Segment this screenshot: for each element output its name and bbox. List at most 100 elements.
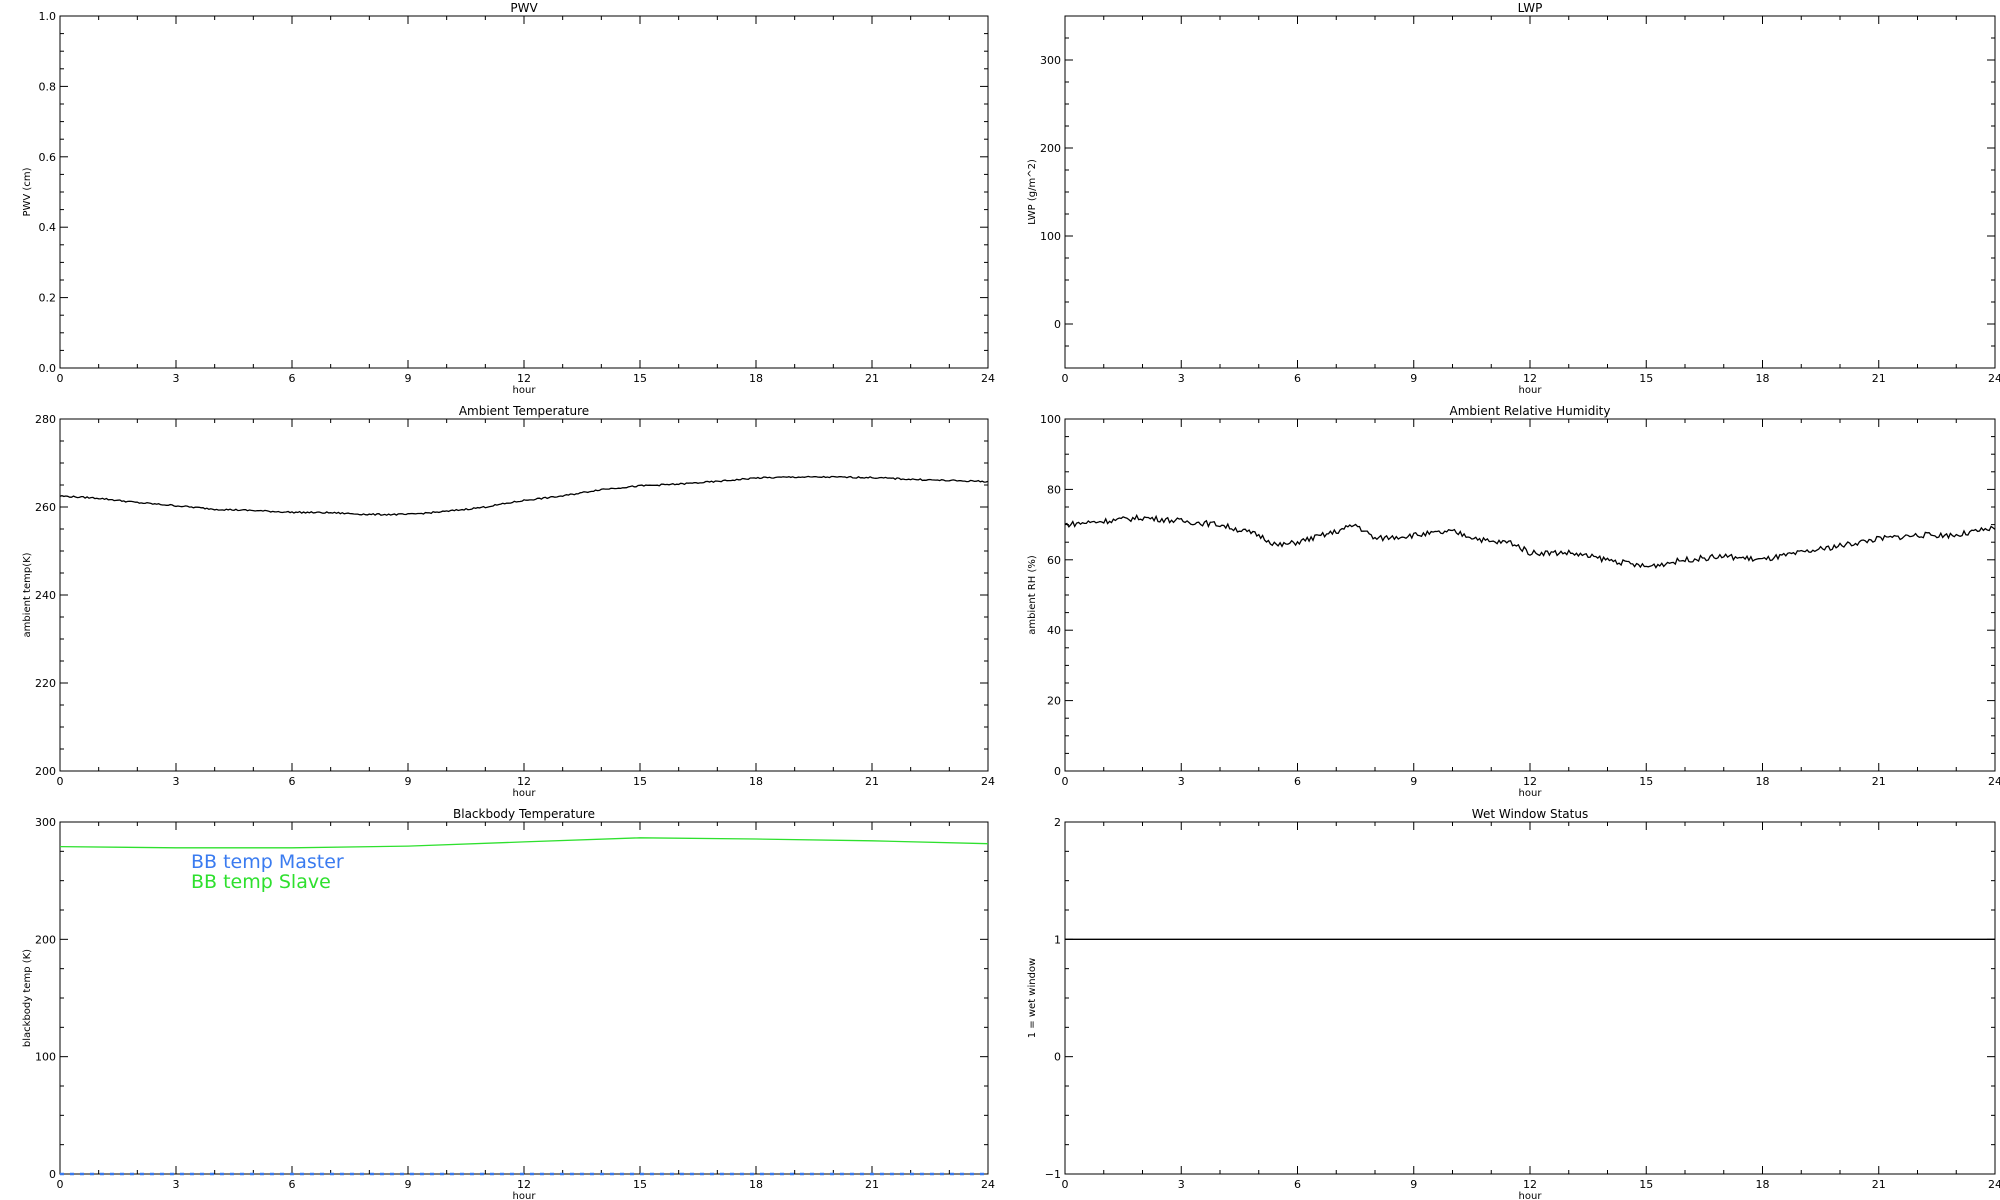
series-line-ambient-temp-0 — [59, 475, 989, 516]
x-tick-label: 9 — [1410, 372, 1417, 385]
chart-title: Ambient Relative Humidity — [1450, 404, 1611, 418]
chart-panel-pwv: PWV 0 3 6 9 12 15 18 21 24 hour 0.0 0.2 0.4 0.6 0.8 1.0 P… — [22, 1, 995, 396]
x-tick-label: 9 — [1410, 1178, 1417, 1191]
y-tick-label: 0 — [49, 1168, 56, 1181]
y-tick-label: 0.0 — [39, 362, 57, 375]
plot-frame — [1064, 15, 1996, 369]
chart-panel-ambient-temp: Ambient Temperature 0 3 6 9 12 15 18 21 24 hour 200… — [22, 404, 995, 799]
plot-frame — [1064, 418, 1996, 772]
x-tick-label: 3 — [1178, 372, 1185, 385]
x-tick-label: 12 — [1523, 372, 1537, 385]
x-tick-label: 9 — [405, 1178, 412, 1191]
y-tick-label: 300 — [1040, 54, 1061, 67]
x-tick-label: 0 — [1062, 1178, 1069, 1191]
x-axis-label: hour — [1519, 788, 1543, 799]
x-tick-label: 15 — [633, 372, 647, 385]
y-tick-label: 0.2 — [39, 292, 57, 305]
y-tick-label: 60 — [1047, 554, 1061, 567]
y-tick-label: 2 — [1054, 816, 1061, 829]
y-tick-label: 200 — [1040, 142, 1061, 155]
x-tick-label: 15 — [1639, 1178, 1653, 1191]
x-tick-label: 6 — [1294, 775, 1301, 788]
x-tick-label: 3 — [1178, 775, 1185, 788]
x-tick-label: 0 — [57, 775, 64, 788]
chart-panel-blackbody-temp: Blackbody Temperature 0 3 6 9 12 15 18 21 24 hour 0… — [22, 807, 995, 1200]
x-tick-label: 15 — [1639, 775, 1653, 788]
x-tick-label: 21 — [865, 372, 879, 385]
x-tick-label: 12 — [517, 1178, 531, 1191]
y-tick-label: 1.0 — [39, 10, 57, 23]
x-tick-label: 6 — [289, 775, 296, 788]
y-tick-label: 260 — [35, 501, 56, 514]
y-tick-label: 80 — [1047, 483, 1061, 496]
x-axis-label: hour — [1519, 385, 1543, 396]
chart-title: Blackbody Temperature — [453, 807, 595, 821]
y-axis-label: ambient temp(K) — [22, 552, 33, 637]
y-tick-label: 0 — [1054, 1051, 1061, 1064]
x-tick-label: 0 — [1062, 775, 1069, 788]
x-tick-label: 21 — [865, 1178, 879, 1191]
x-tick-label: 21 — [1872, 372, 1886, 385]
x-axis-label: hour — [513, 385, 537, 396]
plot-frame — [59, 15, 989, 369]
y-tick-label: 1 — [1054, 933, 1061, 946]
chart-panel-lwp: LWP 0 3 6 9 12 15 18 21 24 hour 0 100 200 300 LWP (g/m^… — [1027, 1, 2000, 396]
y-tick-label: 200 — [35, 765, 56, 778]
x-tick-label: 18 — [749, 372, 763, 385]
x-tick-label: 18 — [1756, 372, 1770, 385]
x-tick-label: 21 — [865, 775, 879, 788]
y-axis-label: 1 = wet window — [1027, 958, 1038, 1038]
x-tick-label: 18 — [1756, 775, 1770, 788]
y-tick-label: 280 — [35, 413, 56, 426]
x-tick-label: 9 — [1410, 775, 1417, 788]
y-tick-label: 0.8 — [39, 80, 57, 93]
x-axis-label: hour — [1519, 1191, 1543, 1200]
legend-entry: BB temp Slave — [191, 871, 331, 893]
x-tick-label: 0 — [57, 372, 64, 385]
x-tick-label: 21 — [1872, 775, 1886, 788]
x-tick-label: 12 — [517, 775, 531, 788]
x-tick-label: 18 — [749, 775, 763, 788]
x-tick-label: 3 — [1178, 1178, 1185, 1191]
y-tick-label: 0 — [1054, 318, 1061, 331]
chart-title: Ambient Temperature — [459, 404, 589, 418]
y-tick-label: 0.6 — [39, 151, 57, 164]
x-tick-label: 15 — [633, 1178, 647, 1191]
y-tick-label: 20 — [1047, 695, 1061, 708]
x-tick-label: 24 — [1988, 372, 2000, 385]
x-tick-label: 18 — [749, 1178, 763, 1191]
y-tick-label: −1 — [1045, 1168, 1061, 1181]
y-tick-label: 100 — [1040, 230, 1061, 243]
x-tick-label: 9 — [405, 372, 412, 385]
y-tick-label: 300 — [35, 816, 56, 829]
y-tick-label: 100 — [35, 1051, 56, 1064]
chart-title: PWV — [510, 1, 538, 15]
x-tick-label: 12 — [517, 372, 531, 385]
x-tick-label: 0 — [1062, 372, 1069, 385]
x-tick-label: 12 — [1523, 775, 1537, 788]
x-axis-label: hour — [513, 788, 537, 799]
x-tick-label: 6 — [1294, 372, 1301, 385]
x-tick-label: 6 — [289, 1178, 296, 1191]
x-tick-label: 24 — [1988, 775, 2000, 788]
x-tick-label: 15 — [633, 775, 647, 788]
y-axis-label: blackbody temp (K) — [22, 949, 33, 1047]
x-tick-label: 24 — [981, 1178, 995, 1191]
x-tick-label: 24 — [981, 372, 995, 385]
x-axis-label: hour — [513, 1191, 537, 1200]
x-tick-label: 12 — [1523, 1178, 1537, 1191]
x-tick-label: 21 — [1872, 1178, 1886, 1191]
series-line-blackbody-temp-1 — [59, 837, 989, 849]
x-tick-label: 6 — [1294, 1178, 1301, 1191]
y-tick-label: 220 — [35, 677, 56, 690]
x-tick-label: 0 — [57, 1178, 64, 1191]
y-tick-label: 40 — [1047, 624, 1061, 637]
x-tick-label: 6 — [289, 372, 296, 385]
chart-title: LWP — [1518, 1, 1543, 15]
x-tick-label: 3 — [173, 775, 180, 788]
legend-entry: BB temp Master — [191, 851, 344, 873]
y-tick-label: 100 — [1040, 413, 1061, 426]
y-axis-label: PWV (cm) — [22, 167, 33, 216]
chart-title: Wet Window Status — [1472, 807, 1588, 821]
